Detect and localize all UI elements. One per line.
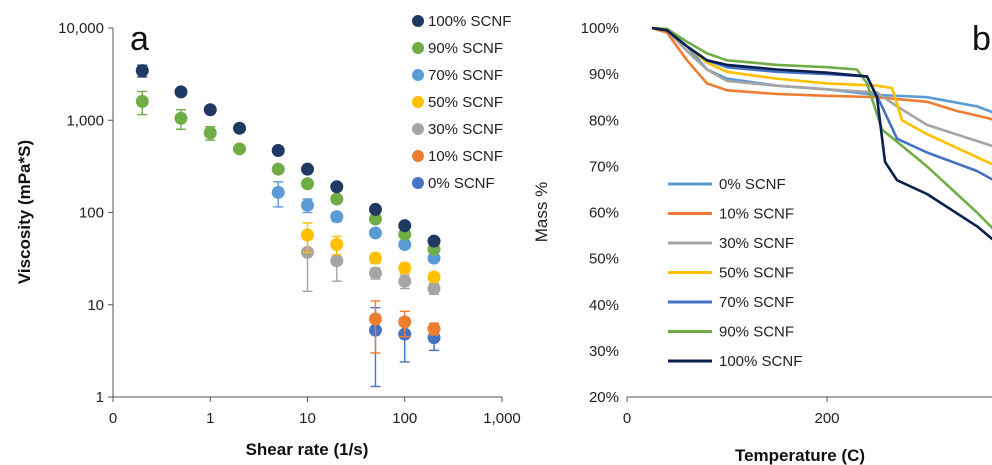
data-point	[174, 85, 188, 99]
legend-label: 100% SCNF	[719, 353, 802, 370]
data-point	[368, 226, 382, 240]
y-tick-label: 80%	[589, 112, 619, 129]
legend-label: 10% SCNF	[428, 148, 503, 165]
legend-marker	[412, 69, 424, 81]
x-tick-label: 0	[109, 410, 117, 427]
data-point	[368, 266, 382, 280]
data-point	[427, 270, 441, 284]
legend-marker	[412, 177, 424, 189]
y-tick-label: 70%	[589, 158, 619, 175]
y-axis-title: Viscosity (mPa*S)	[15, 140, 34, 284]
series-line	[651, 26, 992, 230]
x-tick-label: 0	[623, 410, 631, 427]
data-point	[301, 162, 314, 176]
data-point	[271, 185, 285, 199]
legend-marker	[412, 42, 424, 54]
y-tick-label: 10,000	[58, 20, 104, 37]
x-axis-title: Temperature (C)	[735, 446, 865, 465]
panel-b: 20%30%40%50%60%70%80%90%100%0200400Tempe…	[532, 20, 992, 465]
data-point	[203, 126, 217, 140]
data-point	[427, 322, 441, 336]
legend-marker	[412, 15, 424, 27]
data-point	[398, 219, 412, 233]
y-tick-label: 40%	[589, 297, 619, 314]
x-tick-label: 1,000	[483, 410, 521, 427]
data-point	[174, 111, 188, 125]
y-tick-label: 100%	[581, 20, 619, 37]
data-point	[301, 198, 314, 212]
legend-marker	[412, 150, 424, 162]
y-tick-label: 1,000	[66, 112, 104, 129]
x-tick-label: 200	[814, 410, 839, 427]
data-point	[203, 103, 217, 117]
legend-label: 70% SCNF	[428, 67, 503, 84]
data-point	[135, 94, 149, 108]
legend-marker	[412, 96, 424, 108]
y-tick-label: 1	[96, 389, 104, 406]
data-point	[271, 162, 285, 176]
legend-marker	[412, 123, 424, 135]
x-tick-label: 1	[206, 410, 214, 427]
data-point	[271, 143, 285, 157]
y-tick-label: 90%	[589, 66, 619, 83]
series-line	[651, 26, 992, 241]
y-axis-title: Mass %	[532, 182, 551, 242]
legend-label: 70% SCNF	[719, 294, 794, 311]
data-point	[233, 121, 247, 135]
legend-label: 50% SCNF	[719, 265, 794, 282]
data-point	[330, 192, 344, 206]
legend-label: 30% SCNF	[719, 235, 794, 252]
data-point	[427, 234, 441, 248]
y-tick-label: 60%	[589, 205, 619, 222]
data-point	[398, 261, 412, 275]
x-tick-label: 10	[299, 410, 316, 427]
data-point	[368, 212, 382, 226]
data-point	[330, 180, 344, 194]
data-point	[398, 315, 412, 329]
legend-label: 90% SCNF	[719, 324, 794, 341]
data-point	[135, 64, 149, 78]
legend-label: 0% SCNF	[428, 175, 495, 192]
data-point	[398, 237, 412, 251]
series-line	[651, 26, 992, 148]
data-point	[368, 202, 382, 216]
y-tick-label: 30%	[589, 343, 619, 360]
data-point	[398, 274, 412, 288]
legend-label: 50% SCNF	[428, 94, 503, 111]
data-point	[301, 228, 314, 242]
panel-label: b	[972, 20, 991, 58]
data-point	[330, 237, 344, 251]
legend-label: 30% SCNF	[428, 121, 503, 138]
y-tick-label: 20%	[589, 389, 619, 406]
y-tick-label: 100	[79, 205, 104, 222]
legend-label: 0% SCNF	[719, 176, 786, 193]
data-point	[330, 210, 344, 224]
data-point	[368, 312, 382, 326]
data-point	[233, 142, 247, 156]
data-point	[427, 251, 441, 265]
x-tick-label: 100	[392, 410, 417, 427]
y-tick-label: 50%	[589, 251, 619, 268]
y-tick-label: 10	[87, 297, 104, 314]
x-axis-title: Shear rate (1/s)	[246, 440, 369, 459]
legend-label: 10% SCNF	[719, 206, 794, 223]
data-point	[427, 282, 441, 296]
panel-label: a	[130, 20, 149, 58]
data-point	[330, 254, 344, 268]
legend-label: 100% SCNF	[428, 13, 511, 30]
data-point	[301, 177, 314, 191]
data-point	[368, 251, 382, 265]
legend-label: 90% SCNF	[428, 40, 503, 57]
